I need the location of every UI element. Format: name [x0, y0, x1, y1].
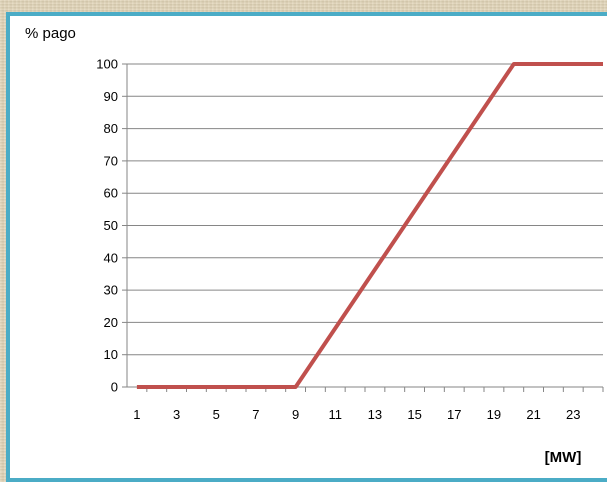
y-tick-label: 50 [104, 218, 118, 233]
x-tick-label: 11 [329, 407, 343, 422]
y-tick-label: 60 [104, 186, 118, 201]
y-tick-label: 100 [96, 57, 118, 72]
y-tick-label: 40 [104, 250, 118, 265]
axes [122, 63, 604, 392]
chart-panel [6, 12, 607, 482]
x-tick-label: 21 [526, 407, 540, 422]
x-tick-label: 3 [173, 407, 180, 422]
y-tick-label: 10 [104, 347, 118, 362]
x-tick-label: 19 [487, 407, 501, 422]
x-tick-label: 9 [292, 407, 299, 422]
x-axis-title: [MW] [545, 449, 582, 466]
x-tick-label: 13 [368, 407, 382, 422]
y-tick-label: 0 [111, 380, 118, 395]
series-line-0 [136, 62, 603, 389]
x-tick-label: 23 [566, 407, 580, 422]
y-tick-label: 70 [104, 153, 118, 168]
y-tick-label: 30 [104, 283, 118, 298]
x-tick-label: 7 [252, 407, 259, 422]
y-tick-label: 90 [104, 89, 118, 104]
x-tick-label: 15 [407, 407, 421, 422]
x-tick-label: 17 [447, 407, 461, 422]
x-tick-label: 1 [133, 407, 140, 422]
y-tick-label: 20 [104, 315, 118, 330]
y-axis-title: % pago [25, 25, 76, 42]
gridlines [127, 63, 603, 356]
series-layer [136, 62, 603, 389]
x-tick-label: 5 [213, 407, 220, 422]
y-tick-label: 80 [104, 121, 118, 136]
